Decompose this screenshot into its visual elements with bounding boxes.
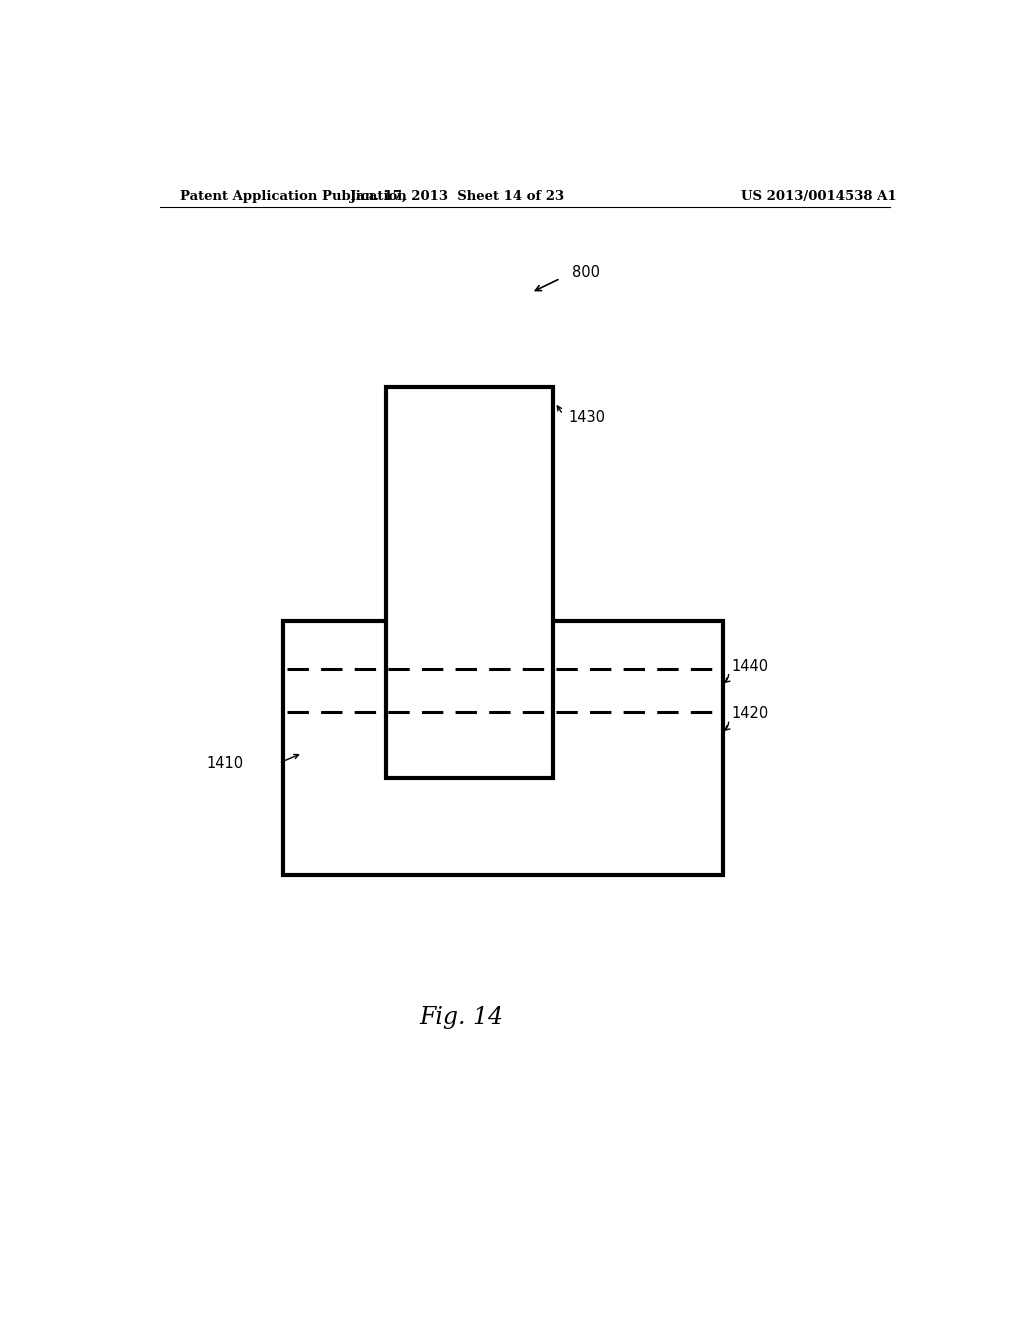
Text: 1420: 1420 bbox=[731, 706, 768, 721]
Bar bbox=[386, 387, 553, 779]
Text: 800: 800 bbox=[572, 265, 600, 280]
Bar bbox=[283, 620, 723, 875]
Text: Jan. 17, 2013  Sheet 14 of 23: Jan. 17, 2013 Sheet 14 of 23 bbox=[350, 190, 564, 202]
Text: 1440: 1440 bbox=[731, 659, 768, 675]
Text: US 2013/0014538 A1: US 2013/0014538 A1 bbox=[740, 190, 896, 202]
Text: Patent Application Publication: Patent Application Publication bbox=[179, 190, 407, 202]
Text: 1410: 1410 bbox=[206, 755, 243, 771]
Text: Fig. 14: Fig. 14 bbox=[419, 1006, 504, 1028]
Text: 1430: 1430 bbox=[568, 411, 605, 425]
